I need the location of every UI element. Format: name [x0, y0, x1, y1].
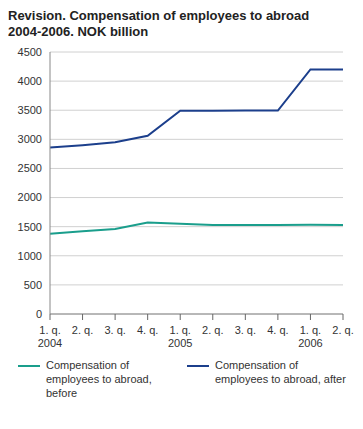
svg-text:4. q.: 4. q. — [137, 324, 158, 336]
svg-text:2. q.: 2. q. — [72, 324, 93, 336]
svg-text:4000: 4000 — [18, 75, 42, 87]
svg-text:2. q.: 2. q. — [332, 324, 353, 336]
svg-text:1500: 1500 — [18, 221, 42, 233]
svg-text:2000: 2000 — [18, 191, 42, 203]
html-text:Revision. Compensation of empl: Revision. Compensation of employees to a… — [8, 8, 310, 39]
svg-text:1. q.2004: 1. q.2004 — [38, 324, 62, 349]
svg-text:500: 500 — [24, 279, 42, 291]
svg-text:4. q.: 4. q. — [267, 324, 288, 336]
svg-text:1. q.2006: 1. q.2006 — [298, 324, 322, 349]
svg-text:3. q.: 3. q. — [104, 324, 125, 336]
html-text:Compensation of employees to a: Compensation of employees to abroad, bef… — [46, 359, 152, 399]
svg-text:1000: 1000 — [18, 250, 42, 262]
svg-text:0: 0 — [36, 308, 42, 320]
svg-text:3500: 3500 — [18, 104, 42, 116]
svg-text:3000: 3000 — [18, 133, 42, 145]
svg-text:3. q.: 3. q. — [235, 324, 256, 336]
svg-text:4500: 4500 — [18, 46, 42, 58]
svg-text:2500: 2500 — [18, 162, 42, 174]
html-text:Compensation of employees to a: Compensation of employees to abroad, aft… — [215, 359, 346, 385]
svg-text:2. q.: 2. q. — [202, 324, 223, 336]
svg-text:1. q.2005: 1. q.2005 — [168, 324, 192, 349]
